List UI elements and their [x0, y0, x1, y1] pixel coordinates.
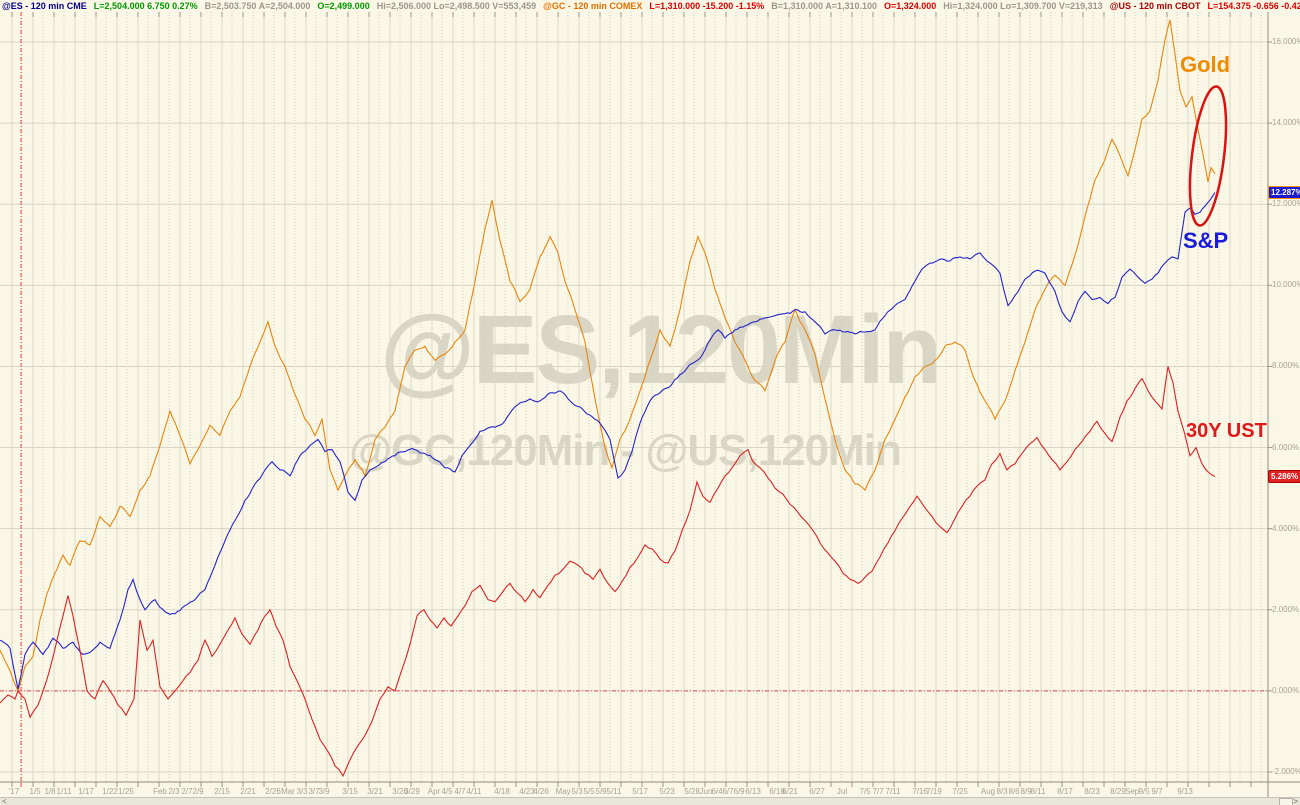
x-axis-label: 8/3	[996, 787, 1008, 796]
scroll-left-arrow-icon[interactable]: <	[2, 797, 7, 805]
x-axis-label: 3/9	[318, 787, 330, 796]
x-axis-label: 5/28	[684, 787, 700, 796]
x-axis-label: 8/17	[1057, 787, 1073, 796]
header-segment: Hi=2,506.000 Lo=2,498.500 V=553,459	[376, 1, 537, 11]
x-axis-label: 3/7	[308, 787, 320, 796]
x-axis-label: 5/11	[606, 787, 622, 796]
sp-last-price-badge: 12.287%	[1268, 186, 1300, 199]
x-axis-label: 2/9	[192, 787, 204, 796]
x-axis-label: 7/19	[926, 787, 942, 796]
x-axis-label: 8/6	[1008, 787, 1020, 796]
header-segment: O=1,324.000	[884, 1, 937, 11]
x-axis-label: 1/11	[56, 787, 72, 796]
header-segment: Hi=1,324.000 Lo=1,309.700 V=219,313	[943, 1, 1103, 11]
x-axis-label: 7/16	[912, 787, 928, 796]
x-axis-label: 3/15	[342, 787, 358, 796]
header-segment: B=2,503.750 A=2,504.000	[204, 1, 311, 11]
series-line-sp	[0, 192, 1216, 690]
x-axis-label: 7/5	[859, 787, 871, 796]
scrollbar-thumb[interactable]	[1279, 798, 1293, 805]
x-axis-label: 1/8	[44, 787, 56, 796]
header-segment: @US - 120 min CBOT	[1109, 1, 1201, 11]
x-axis-label: 8/23	[1084, 787, 1100, 796]
header-segment: O=2,499.000	[317, 1, 370, 11]
x-axis-label: 4/11	[466, 787, 482, 796]
x-axis-label: 2/7	[181, 787, 193, 796]
gold-series-label: Gold	[1180, 52, 1231, 77]
x-axis-label: 7/7	[872, 787, 884, 796]
series-line-ust	[0, 366, 1216, 778]
x-axis-label: '17	[8, 787, 20, 796]
horizontal-scrollbar[interactable]: < >	[0, 797, 1300, 805]
x-axis-label: 5/23	[659, 787, 675, 796]
x-axis-label: 5/17	[632, 787, 648, 796]
x-axis-label: Sep	[1124, 787, 1140, 796]
x-axis-label: Jul	[836, 787, 848, 796]
instrument-quote-header: @ES - 120 min CME L=2,504.000 6.750 0.27%…	[0, 0, 1300, 12]
x-axis-label: 5/5	[583, 787, 595, 796]
x-axis-label: 4/5	[441, 787, 453, 796]
ust-series-label: 30Y UST	[1186, 420, 1267, 442]
x-axis-label: 6/9	[733, 787, 745, 796]
x-axis-label: 4/23	[519, 787, 535, 796]
x-axis-label: 6/27	[809, 787, 825, 796]
x-axis-label: 6/7	[722, 787, 734, 796]
header-segment: @ES - 120 min CME	[2, 1, 87, 11]
header-segment: L=1,310.000 -15.200 -1.15%	[649, 1, 765, 11]
x-axis-label: 6/13	[745, 787, 761, 796]
x-axis-label: 9/13	[1177, 787, 1193, 796]
x-axis-label: 8/9	[1020, 787, 1032, 796]
ust-last-price-badge: 5.286%	[1268, 470, 1300, 483]
x-axis-label: 6/4	[711, 787, 723, 796]
x-axis-label: 4/18	[494, 787, 510, 796]
x-axis-label: May	[555, 787, 571, 796]
x-axis-label: 7/11	[885, 787, 901, 796]
x-axis-label: Feb	[153, 787, 167, 796]
header-segment: L=2,504.000 6.750 0.27%	[93, 1, 198, 11]
header-segment: @GC - 120 min COMEX	[543, 1, 643, 11]
x-axis-label: 1/25	[118, 787, 134, 796]
scroll-right-arrow-icon[interactable]: >	[1293, 797, 1298, 805]
x-axis-label: Apr	[427, 787, 441, 796]
x-axis-label: 7/25	[952, 787, 968, 796]
x-axis-label: 6/21	[782, 787, 798, 796]
x-axis-label: 9/5	[1138, 787, 1150, 796]
series-line-gold	[0, 19, 1216, 693]
x-axis-label: 8/29	[1110, 787, 1126, 796]
x-axis-label: 3/3	[296, 787, 308, 796]
x-axis-label: 3/26	[392, 787, 408, 796]
x-axis-label: 8/11	[1030, 787, 1046, 796]
x-axis-label: 4/7	[454, 787, 466, 796]
x-axis-label: 1/17	[78, 787, 94, 796]
x-axis-label: 5/3	[571, 787, 583, 796]
x-axis-label: 4/26	[533, 787, 549, 796]
x-axis-label: Aug	[980, 787, 996, 796]
x-axis-label: 1/22	[102, 787, 118, 796]
x-axis-label: Jun	[699, 787, 713, 796]
header-segment: L=154.375 -0.656 -0.42%	[1207, 1, 1300, 11]
x-axis-label: 2/3	[168, 787, 180, 796]
x-axis-label: 1/5	[29, 787, 41, 796]
x-axis-label: 3/29	[404, 787, 420, 796]
x-axis-label: 2/15	[214, 787, 230, 796]
x-axis-label: 2/26	[265, 787, 281, 796]
header-segment: B=1,310.000 A=1,310.100	[771, 1, 877, 11]
sp-series-label: S&P	[1183, 228, 1229, 253]
x-axis-label: Mar	[281, 787, 295, 796]
x-axis-label: 9/7	[1151, 787, 1163, 796]
x-axis-label: 5/9	[595, 787, 607, 796]
highlight-ellipse	[1188, 85, 1228, 227]
x-axis-label: 6/18	[769, 787, 785, 796]
x-axis-label: 2/21	[240, 787, 256, 796]
x-axis-label: 3/21	[367, 787, 383, 796]
time-axis: '17 1/5 1/8 1/11 1/17 1/22 1/25 Feb 2/3 2/7 2/9 2/1…	[0, 782, 1300, 797]
